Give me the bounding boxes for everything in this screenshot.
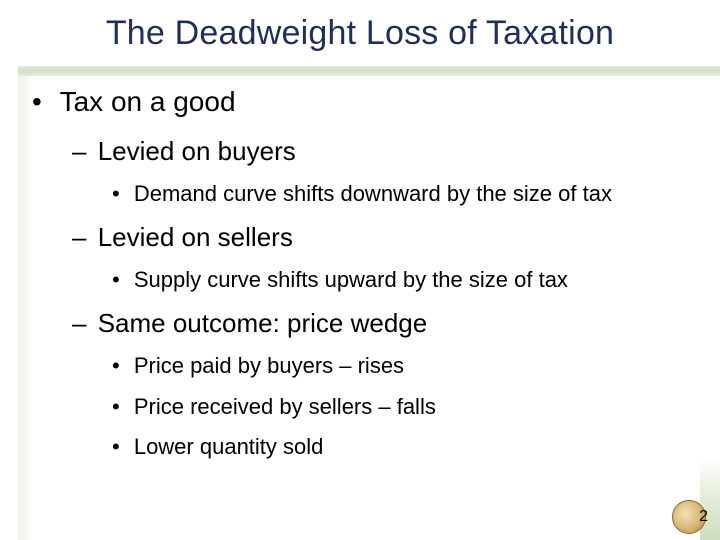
bullet-item-price-received: • Price received by sellers – falls — [112, 394, 436, 420]
page-number-badge-icon — [672, 500, 706, 534]
bullet-marker: • — [112, 267, 120, 292]
bullet-text: Lower quantity sold — [133, 434, 324, 459]
bullet-marker: • — [112, 434, 120, 459]
bullet-text: Price paid by buyers – rises — [133, 353, 405, 378]
bullet-marker: • — [112, 394, 120, 419]
bullet-text: Tax on a good — [59, 86, 236, 117]
title-divider — [18, 66, 720, 76]
dash-marker: – — [72, 308, 87, 338]
bullet-text: Levied on buyers — [97, 136, 296, 166]
bullet-text: Demand curve shifts downward by the size… — [133, 181, 612, 206]
bullet-item-tax-on-good: • Tax on a good — [32, 86, 236, 118]
bullet-item-lower-quantity: • Lower quantity sold — [112, 434, 323, 460]
slide-left-border — [18, 72, 32, 540]
dash-marker: – — [72, 136, 87, 166]
slide-title: The Deadweight Loss of Taxation — [105, 14, 615, 52]
bullet-marker: • — [112, 181, 120, 206]
bullet-marker: • — [112, 353, 120, 378]
bullet-item-levied-buyers: – Levied on buyers — [72, 136, 296, 167]
bullet-text: Price received by sellers – falls — [133, 394, 436, 419]
bullet-text: Supply curve shifts upward by the size o… — [133, 267, 568, 292]
bullet-item-demand-shift: • Demand curve shifts downward by the si… — [112, 181, 612, 207]
dash-marker: – — [72, 222, 87, 252]
bullet-item-supply-shift: • Supply curve shifts upward by the size… — [112, 267, 568, 293]
bullet-item-price-wedge: – Same outcome: price wedge — [72, 308, 427, 339]
bullet-text: Same outcome: price wedge — [97, 308, 428, 338]
page-number: 2 — [699, 508, 708, 525]
bullet-marker: • — [32, 86, 42, 117]
bullet-item-price-paid: • Price paid by buyers – rises — [112, 353, 404, 379]
bullet-text: Levied on sellers — [97, 222, 293, 252]
bullet-item-levied-sellers: – Levied on sellers — [72, 222, 293, 253]
